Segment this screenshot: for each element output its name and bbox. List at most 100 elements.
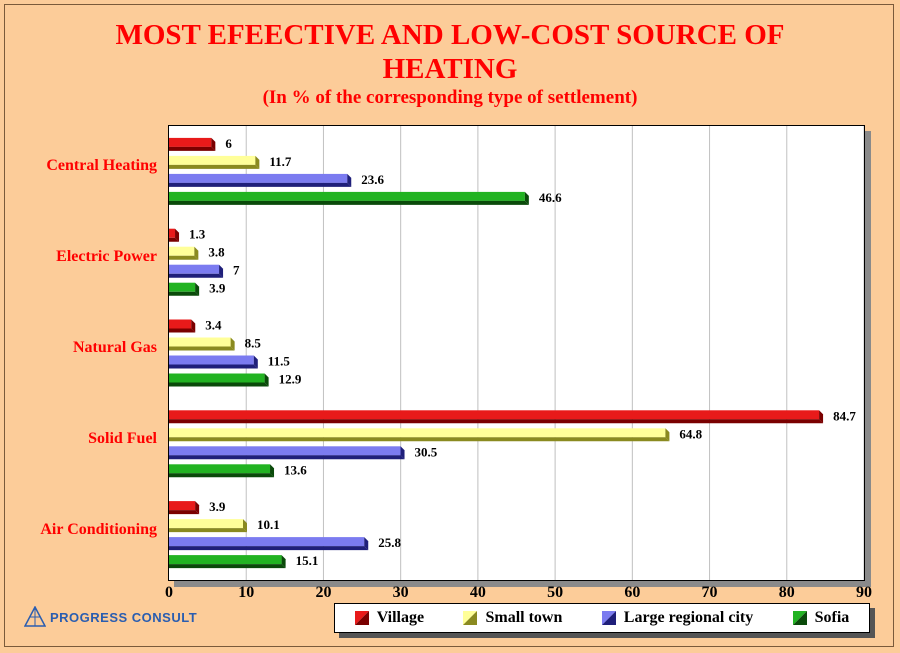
legend-item: Village xyxy=(354,609,425,627)
category-label: Central Heating xyxy=(46,157,157,175)
bar-depth-end xyxy=(219,264,224,278)
data-label: 64.8 xyxy=(679,426,702,441)
bar-depth-bottom xyxy=(169,346,235,351)
bar-face xyxy=(169,428,666,438)
bar-depth-bottom xyxy=(169,291,200,296)
bar-depth-end xyxy=(347,173,352,187)
bar-sofia-central-heating xyxy=(169,191,529,205)
bar-sofia-natural-gas xyxy=(169,373,269,387)
bar-depth-end xyxy=(400,446,405,460)
data-label: 3.8 xyxy=(208,245,225,260)
bar-face xyxy=(169,264,220,274)
x-tick-label: 10 xyxy=(238,584,255,601)
bar-depth-bottom xyxy=(169,146,216,151)
data-label: 30.5 xyxy=(415,444,438,459)
data-label: 10.1 xyxy=(257,517,280,532)
brand-logo: PROGRESS CONSULT xyxy=(24,606,197,628)
bar-large-regional-city-central-heating xyxy=(169,173,352,187)
legend-label: Large regional city xyxy=(623,609,754,626)
bar-depth-end xyxy=(253,355,258,369)
bar-depth-bottom xyxy=(169,364,258,369)
chart-frame xyxy=(4,4,894,647)
bar-depth-bottom xyxy=(169,437,670,442)
bar-village-air-conditioning xyxy=(169,501,200,515)
x-tick-label: 20 xyxy=(315,584,332,601)
x-tick-label: 80 xyxy=(778,584,795,601)
bar-face xyxy=(169,228,176,238)
data-label: 1.3 xyxy=(189,227,206,242)
legend-item: Sofia xyxy=(792,609,849,627)
legend-item: Small town xyxy=(463,609,562,627)
category-label: Electric Power xyxy=(56,248,157,266)
data-label: 46.6 xyxy=(539,190,562,205)
bar-small-town-electric-power xyxy=(169,246,199,260)
bar-sofia-solid-fuel xyxy=(169,464,275,478)
bar-depth-end xyxy=(270,464,275,478)
legend-swatch-dark xyxy=(792,611,807,625)
x-tick-label: 90 xyxy=(856,584,872,601)
bar-depth-bottom xyxy=(169,200,529,205)
bar-depth-end xyxy=(194,246,199,260)
bar-depth-bottom xyxy=(169,182,352,187)
x-tick-label: 40 xyxy=(469,584,486,601)
bar-depth-bottom xyxy=(169,564,286,569)
bar-face xyxy=(169,537,365,547)
bar-face xyxy=(169,373,265,383)
bar-face xyxy=(169,173,348,183)
bar-face xyxy=(169,137,212,147)
bar-depth-bottom xyxy=(169,546,369,551)
x-tick-label: 70 xyxy=(701,584,718,601)
category-label: Natural Gas xyxy=(73,339,157,356)
bar-face xyxy=(169,319,192,329)
bar-large-regional-city-air-conditioning xyxy=(169,537,369,551)
bar-depth-end xyxy=(195,282,200,296)
bar-depth-bottom xyxy=(169,382,269,387)
bar-face xyxy=(169,282,196,292)
bar-depth-bottom xyxy=(169,510,200,515)
legend-swatch xyxy=(463,611,478,625)
bar-depth-end xyxy=(242,519,247,533)
data-label: 25.8 xyxy=(378,535,401,550)
bar-sofia-air-conditioning xyxy=(169,555,286,569)
x-tick-label: 30 xyxy=(392,584,409,601)
bar-depth-bottom xyxy=(169,255,199,260)
chart-title-line-1: MOST EFEECTIVE AND LOW-COST SOURCE OF xyxy=(115,19,785,51)
x-tick-label: 60 xyxy=(624,584,641,601)
data-label: 13.6 xyxy=(284,462,307,477)
bar-face xyxy=(169,155,256,165)
data-label: 12.9 xyxy=(279,372,302,387)
bar-face xyxy=(169,464,271,474)
data-label: 7 xyxy=(233,263,240,278)
bar-depth-end xyxy=(230,337,235,351)
chart-title-line-2: HEATING xyxy=(382,53,518,85)
legend-label: Village xyxy=(376,609,425,626)
chart-subtitle: (In % of the corresponding type of settl… xyxy=(262,87,638,108)
legend-swatch-dark xyxy=(463,611,478,625)
bar-depth-bottom xyxy=(169,328,196,333)
data-label: 11.5 xyxy=(268,354,291,369)
legend: Village Small town Large regional city Sofi… xyxy=(334,603,870,633)
bar-depth-bottom xyxy=(169,473,275,478)
bar-village-solid-fuel xyxy=(169,410,824,424)
bar-depth-end xyxy=(255,155,260,169)
legend-swatch-dark xyxy=(601,611,616,625)
bar-depth-bottom xyxy=(169,455,405,460)
bar-large-regional-city-natural-gas xyxy=(169,355,258,369)
bar-sofia-electric-power xyxy=(169,282,200,296)
bar-large-regional-city-solid-fuel xyxy=(169,446,405,460)
data-label: 6 xyxy=(225,136,232,151)
bar-face xyxy=(169,501,196,511)
x-tick-label: 0 xyxy=(165,584,173,601)
bar-face xyxy=(169,519,243,529)
bar-face xyxy=(169,355,254,365)
bar-face xyxy=(169,337,231,347)
legend-swatch xyxy=(601,611,616,625)
bar-large-regional-city-electric-power xyxy=(169,264,224,278)
legend-label: Small town xyxy=(485,609,563,626)
bar-small-town-central-heating xyxy=(169,155,260,169)
legend-swatch xyxy=(354,611,369,625)
bar-depth-end xyxy=(364,537,369,551)
legend-item: Large regional city xyxy=(601,609,754,627)
bar-depth-bottom xyxy=(169,528,247,533)
category-label: Solid Fuel xyxy=(88,429,157,447)
